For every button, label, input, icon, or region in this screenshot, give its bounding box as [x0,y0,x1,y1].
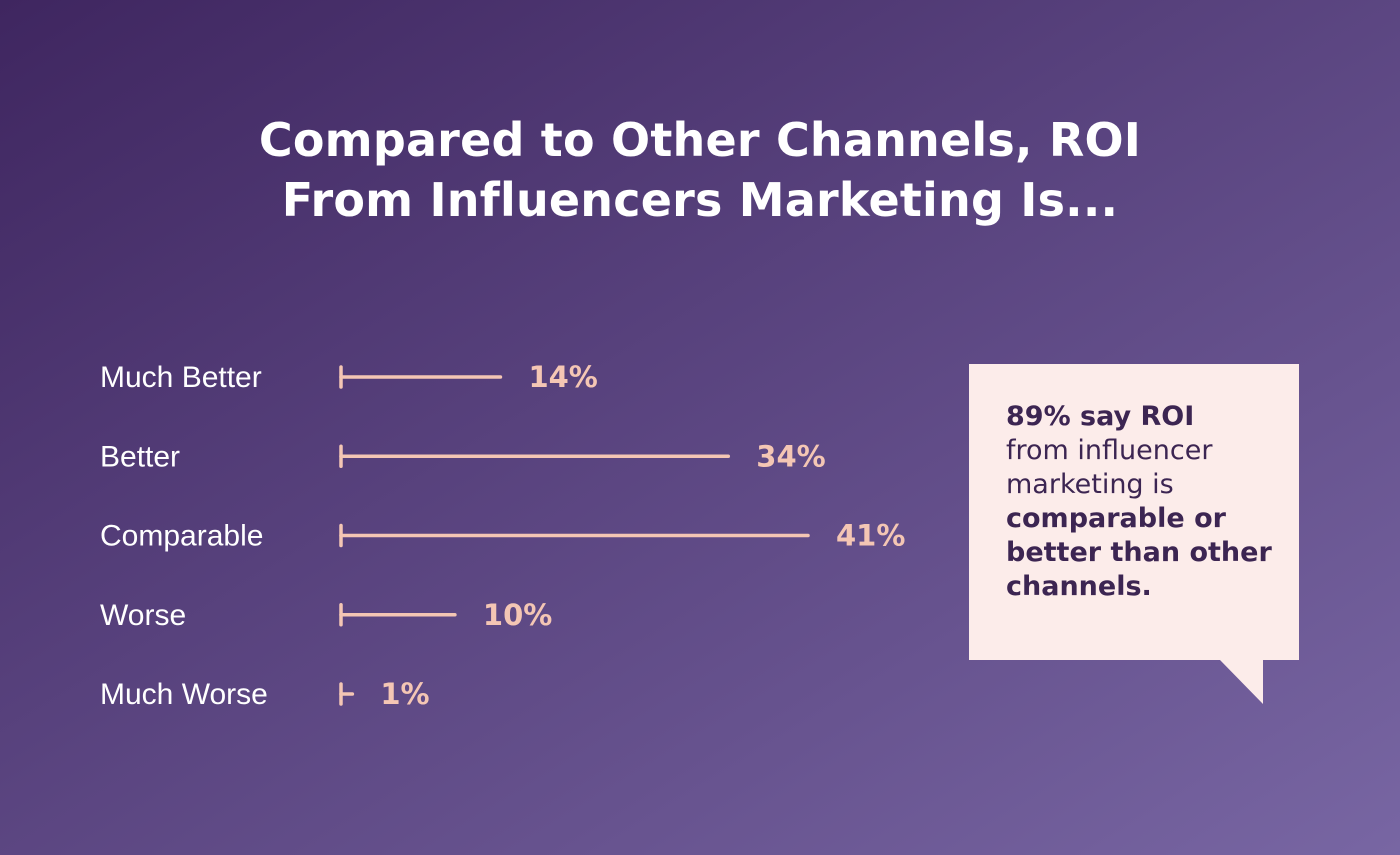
callout-bubble-shape [969,364,1299,704]
category-label: Comparable [100,520,263,553]
category-label: Worse [100,599,186,632]
category-label: Much Worse [100,678,268,711]
callout-text: 89% say ROI from influencer marketing is… [1006,400,1288,604]
value-label: 14% [528,360,597,394]
callout-line-2: from influencer [1006,435,1213,466]
value-label: 41% [836,519,905,553]
callout-line-4: comparable or [1006,503,1226,534]
callout-line-5: better than other [1006,537,1272,568]
callout-line-1: 89% say ROI [1006,401,1195,432]
chart-title-line-1: Compared to Other Channels, ROI [258,113,1142,167]
category-label: Better [100,440,180,473]
value-label: 10% [483,598,552,632]
chart-title-line-2: From Influencers Marketing Is... [281,173,1119,227]
callout-line-6: channels. [1006,571,1152,602]
value-label: 34% [756,439,825,473]
callout-line-3: marketing is [1006,469,1174,500]
value-label: 1% [380,677,429,711]
category-label: Much Better [100,361,262,394]
